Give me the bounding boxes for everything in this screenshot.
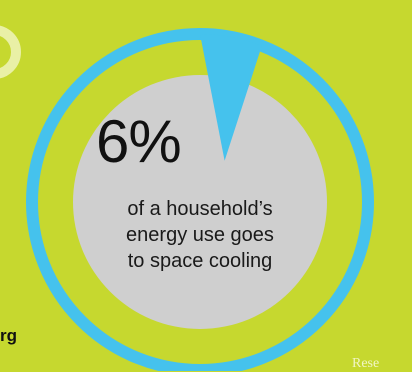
pie-disc — [73, 75, 327, 329]
caption-line: of a household’s — [127, 198, 273, 220]
caption: of a household’s energy use goes to spac… — [100, 196, 300, 274]
cropped-text-fragment: rg — [0, 326, 17, 345]
pie-slices — [200, 34, 262, 161]
caption-line: to space cooling — [127, 250, 273, 272]
caption-line: energy use goes — [126, 224, 274, 246]
pie-slice-space-cooling — [200, 34, 262, 161]
cropped-text-fragment: Rese — [352, 356, 380, 371]
decorative-ring-icon — [0, 25, 21, 79]
headline-percentage: 6% — [96, 108, 182, 175]
